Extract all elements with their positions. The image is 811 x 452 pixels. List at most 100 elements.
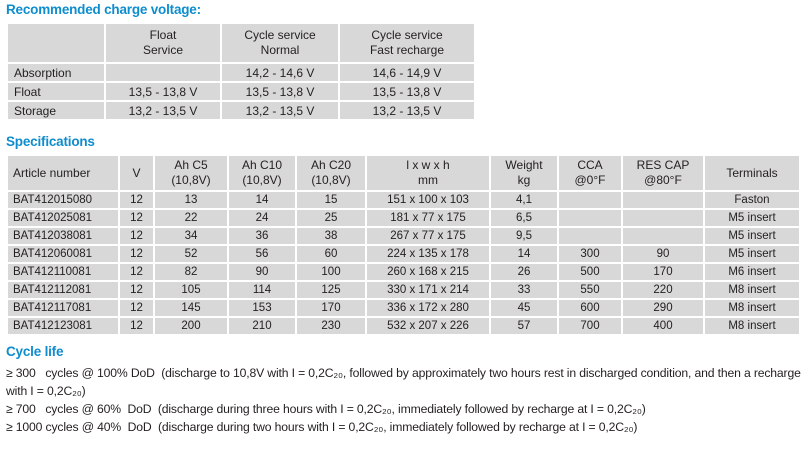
table-cell: 4,1 [491,192,557,208]
table-cell: M5 insert [705,246,799,262]
row-label-cell: BAT412060081 [8,246,118,262]
datasheet-page: Recommended charge voltage: Float Service… [6,2,806,434]
table-cell: 105 [155,282,227,298]
table-row: Storage 13,2 - 13,5 V 13,2 - 13,5 V 13,2 - … [8,102,474,119]
table-cell [106,64,220,81]
table-cell: 336 x 172 x 280 [367,300,489,316]
table-cell: 230 [297,318,365,334]
table-cell: 330 x 171 x 214 [367,282,489,298]
table-cell [623,192,703,208]
table-cell: 500 [559,264,621,280]
table-cell: 38 [297,228,365,244]
table-cell: 90 [229,264,295,280]
cycle-life-line: ≥ 700 cycles @ 60% DoD (discharge during… [6,402,646,416]
table-cell: 181 x 77 x 175 [367,210,489,226]
table-cell: 12 [120,300,153,316]
table-row: Absorption 14,2 - 14,6 V 14,6 - 14,9 V [8,64,474,81]
column-header: Terminals [705,156,799,190]
table-cell: 13,5 - 13,8 V [340,83,474,100]
table-cell: 13,2 - 13,5 V [106,102,220,119]
table-cell: 14 [491,246,557,262]
table-cell: M6 insert [705,264,799,280]
row-label-cell: BAT412025081 [8,210,118,226]
table-cell: 600 [559,300,621,316]
table-cell: 12 [120,264,153,280]
cycle-life-title: Cycle life [6,344,64,359]
table-cell: 400 [623,318,703,334]
table-cell: 9,5 [491,228,557,244]
table-cell: 700 [559,318,621,334]
table-cell: 12 [120,282,153,298]
table-cell: 290 [623,300,703,316]
table-cell: 260 x 168 x 215 [367,264,489,280]
table-cell: M8 insert [705,300,799,316]
column-header: RES CAP @80°F [623,156,703,190]
table-cell: 224 x 135 x 178 [367,246,489,262]
row-label-cell: Absorption [8,64,104,81]
table-cell: 60 [297,246,365,262]
charge-voltage-section: Recommended charge voltage: Float Service… [6,2,806,121]
table-cell [559,228,621,244]
table-cell: 26 [491,264,557,280]
table-cell: 267 x 77 x 175 [367,228,489,244]
table-row: BAT412110081 12 82 90 100 260 x 168 x 215 26 50… [8,264,799,280]
row-label-cell: Storage [8,102,104,119]
column-header: CCA @0°F [559,156,621,190]
table-cell: 36 [229,228,295,244]
row-label-cell: BAT412015080 [8,192,118,208]
column-header: Float Service [106,24,220,62]
specifications-table: Article number V Ah C5 (10,8V) Ah C10 (10,8V)… [6,154,801,336]
row-label-cell: BAT412110081 [8,264,118,280]
table-cell: 56 [229,246,295,262]
table-row: BAT412025081 12 22 24 25 181 x 77 x 175 6,5 M5 … [8,210,799,226]
table-cell: Faston [705,192,799,208]
table-cell [623,210,703,226]
column-header: l x w x h mm [367,156,489,190]
table-cell: 12 [120,246,153,262]
table-cell: M8 insert [705,318,799,334]
table-cell: 15 [297,192,365,208]
table-cell: 6,5 [491,210,557,226]
table-row: BAT412038081 12 34 36 38 267 x 77 x 175 9,5 M5 … [8,228,799,244]
specifications-body: BAT412015080 12 13 14 15 151 x 100 x 103 4,1 Fa… [8,192,799,334]
charge-voltage-title: Recommended charge voltage: [6,2,201,17]
table-cell: 13,5 - 13,8 V [106,83,220,100]
table-cell: 25 [297,210,365,226]
table-cell: M5 insert [705,228,799,244]
column-header: Ah C20 (10,8V) [297,156,365,190]
charge-voltage-body: Absorption 14,2 - 14,6 V 14,6 - 14,9 V Floa… [8,64,474,119]
column-header: Article number [8,156,118,190]
table-cell: 14 [229,192,295,208]
table-cell: 82 [155,264,227,280]
table-cell: 90 [623,246,703,262]
charge-voltage-header-row: Float Service Cycle service Normal Cycle ser… [8,24,474,62]
cycle-life-line: ≥ 300 cycles @ 100% DoD (discharge to 10… [6,366,804,398]
table-row: BAT412060081 12 52 56 60 224 x 135 x 178 14 300… [8,246,799,262]
table-cell: 13,5 - 13,8 V [222,83,338,100]
table-cell: 145 [155,300,227,316]
row-label-cell: BAT412112081 [8,282,118,298]
table-row: Float 13,5 - 13,8 V 13,5 - 13,8 V 13,5 - 13… [8,83,474,100]
table-cell [559,192,621,208]
table-cell: 114 [229,282,295,298]
column-header [8,24,104,62]
table-cell: 33 [491,282,557,298]
table-cell: 153 [229,300,295,316]
table-cell: 12 [120,210,153,226]
table-cell: 100 [297,264,365,280]
table-cell: M8 insert [705,282,799,298]
row-label-cell: BAT412038081 [8,228,118,244]
specifications-title: Specifications [6,134,95,149]
table-cell: 45 [491,300,557,316]
table-row: BAT412117081 12 145 153 170 336 x 172 x 280 45… [8,300,799,316]
table-cell: 24 [229,210,295,226]
table-cell: 12 [120,192,153,208]
table-cell: 170 [623,264,703,280]
column-header: Weight kg [491,156,557,190]
table-cell: M5 insert [705,210,799,226]
table-row: BAT412015080 12 13 14 15 151 x 100 x 103 4,1 Fa… [8,192,799,208]
specifications-header-row: Article number V Ah C5 (10,8V) Ah C10 (10,8V)… [8,156,799,190]
table-cell: 14,6 - 14,9 V [340,64,474,81]
table-cell: 13,2 - 13,5 V [340,102,474,119]
table-cell: 22 [155,210,227,226]
